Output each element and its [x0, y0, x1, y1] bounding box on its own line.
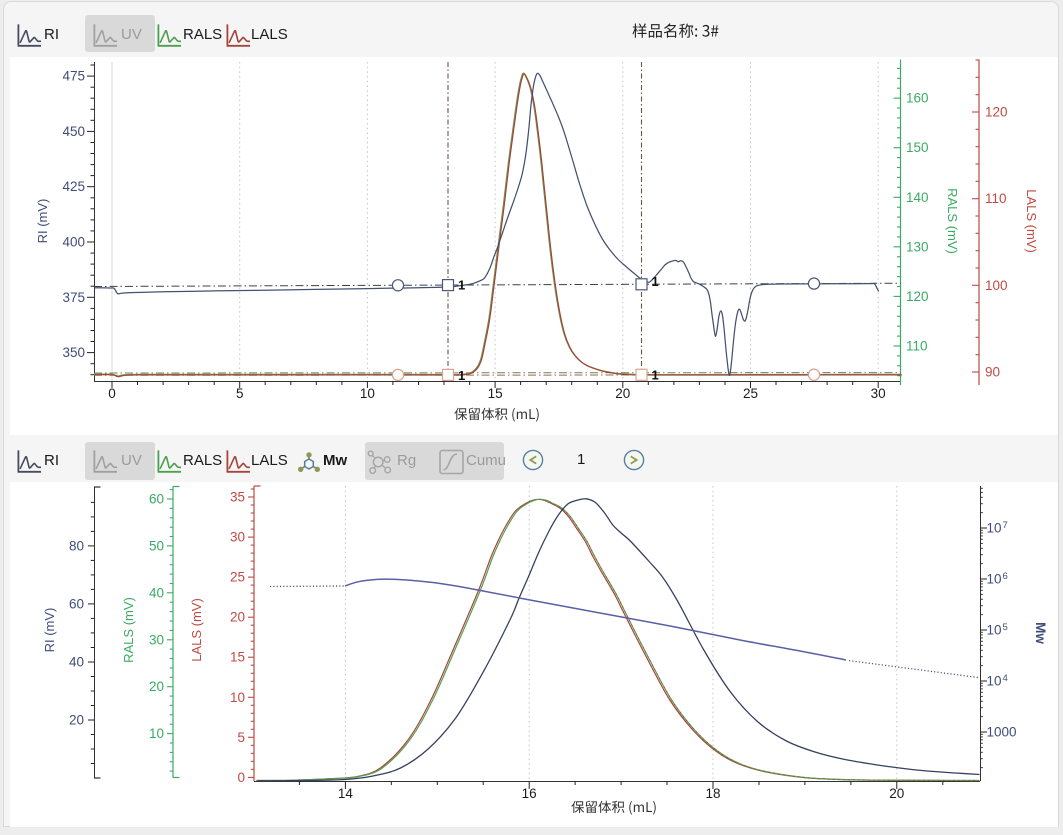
- svg-text:475: 475: [62, 69, 85, 84]
- svg-text:25: 25: [743, 386, 758, 401]
- svg-text:60: 60: [149, 492, 164, 507]
- svg-text:107: 107: [987, 520, 1008, 536]
- svg-text:130: 130: [906, 239, 929, 254]
- svg-text:1000: 1000: [987, 725, 1017, 740]
- svg-text:1: 1: [458, 368, 465, 383]
- svg-text:10: 10: [360, 386, 375, 401]
- svg-text:50: 50: [149, 538, 164, 553]
- svg-text:40: 40: [69, 655, 84, 670]
- svg-text:15: 15: [488, 386, 503, 401]
- svg-text:RI (mV): RI (mV): [35, 199, 50, 244]
- svg-text:150: 150: [906, 140, 929, 155]
- svg-text:Mw: Mw: [1033, 622, 1048, 644]
- svg-text:20: 20: [149, 679, 164, 694]
- svg-text:110: 110: [985, 191, 1007, 206]
- svg-text:1: 1: [458, 278, 465, 293]
- svg-text:375: 375: [62, 290, 85, 305]
- svg-text:15: 15: [230, 650, 245, 665]
- svg-text:16: 16: [522, 786, 537, 801]
- svg-text:1: 1: [652, 368, 659, 383]
- svg-text:35: 35: [230, 490, 245, 505]
- svg-text:20: 20: [230, 610, 245, 625]
- svg-text:140: 140: [906, 190, 929, 205]
- svg-text:5: 5: [236, 386, 244, 401]
- svg-text:20: 20: [889, 786, 904, 801]
- svg-text:18: 18: [705, 786, 720, 801]
- svg-text:1: 1: [652, 274, 659, 289]
- svg-text:LALS (mV): LALS (mV): [189, 598, 204, 662]
- svg-text:450: 450: [62, 124, 85, 139]
- svg-text:10: 10: [149, 726, 164, 741]
- svg-text:425: 425: [62, 179, 85, 194]
- svg-text:120: 120: [906, 289, 929, 304]
- svg-text:110: 110: [906, 339, 928, 354]
- svg-text:60: 60: [69, 596, 84, 611]
- svg-text:160: 160: [906, 91, 929, 106]
- svg-text:25: 25: [230, 570, 245, 585]
- svg-text:30: 30: [149, 632, 164, 647]
- svg-text:5: 5: [237, 730, 245, 745]
- svg-text:20: 20: [615, 386, 630, 401]
- svg-text:14: 14: [338, 786, 354, 801]
- svg-text:10: 10: [230, 690, 245, 705]
- svg-text:20: 20: [69, 713, 84, 728]
- svg-text:40: 40: [149, 585, 164, 600]
- svg-text:30: 30: [871, 386, 886, 401]
- svg-text:100: 100: [985, 278, 1008, 293]
- svg-text:RI (mV): RI (mV): [42, 608, 57, 653]
- svg-text:RALS (mV): RALS (mV): [121, 597, 136, 663]
- svg-text:80: 80: [69, 538, 84, 553]
- svg-text:400: 400: [62, 235, 85, 250]
- svg-text:104: 104: [987, 673, 1008, 689]
- svg-text:105: 105: [987, 622, 1008, 638]
- svg-text:350: 350: [62, 345, 85, 360]
- svg-text:LALS (mV): LALS (mV): [1024, 189, 1039, 253]
- svg-text:RALS (mV): RALS (mV): [945, 188, 960, 254]
- svg-text:120: 120: [985, 105, 1008, 120]
- svg-text:90: 90: [985, 365, 1000, 380]
- svg-text:30: 30: [230, 530, 245, 545]
- svg-text:0: 0: [237, 770, 245, 785]
- svg-text:106: 106: [987, 571, 1008, 587]
- svg-text:0: 0: [108, 386, 116, 401]
